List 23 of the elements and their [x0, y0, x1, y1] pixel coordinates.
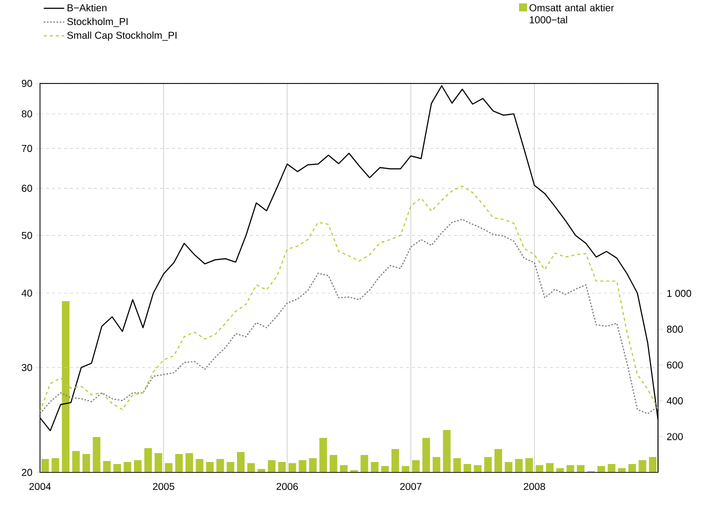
line-series	[40, 218, 658, 414]
y-tick-label: 60	[22, 184, 32, 192]
legend-label: Stockholm_PI	[67, 18, 128, 27]
legend-label: Omsatt antal aktier 1000−tal	[530, 4, 614, 24]
y2-tick-label: 1 000	[667, 290, 692, 297]
y2-tick-label: 800	[666, 325, 683, 333]
x-tick-label: 2006	[276, 482, 298, 490]
y2-tick-label: 400	[666, 397, 683, 404]
y-tick-label: 40	[22, 289, 32, 296]
x-tick-label: 2004	[29, 482, 51, 490]
y-tick-label: 70	[22, 144, 32, 152]
x-tick-label: 2007	[400, 482, 422, 490]
y2-tick-label: 200	[667, 432, 683, 440]
x-tick-label: 2005	[152, 482, 174, 490]
y-tick-label: 50	[22, 232, 32, 239]
legend-label: Small Cap Stockholm_PI	[67, 31, 176, 41]
legend-label: B−Aktien	[68, 4, 106, 12]
y-tick-label: 80	[22, 110, 32, 118]
y-tick-label: 30	[22, 364, 32, 371]
y2-tick-label: 600	[667, 361, 683, 368]
y-tick-label: 20	[22, 468, 32, 476]
y-tick-label: 90	[22, 80, 32, 87]
x-tick-label: 2008	[524, 482, 546, 490]
